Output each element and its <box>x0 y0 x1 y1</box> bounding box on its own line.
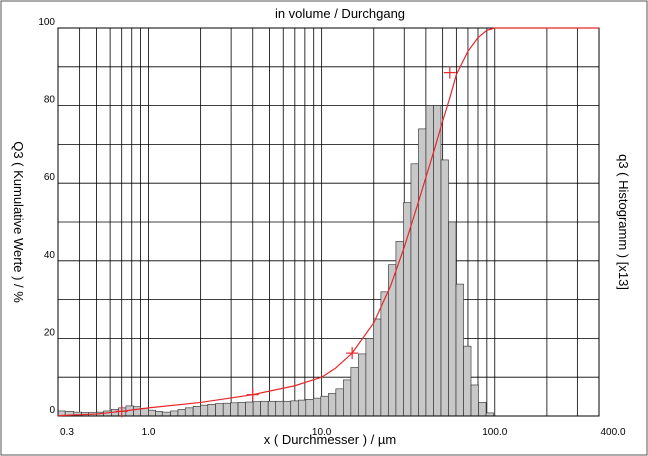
x-tick-label: 400.0 <box>600 427 625 438</box>
histogram-bar <box>230 402 239 417</box>
cumulative-curve <box>57 27 599 417</box>
histogram-bar <box>403 202 412 417</box>
chart-title: in volume / Durchgang <box>275 6 405 21</box>
histogram-bar <box>455 283 464 417</box>
curve-marker <box>246 388 259 401</box>
histogram-bar <box>245 401 254 417</box>
histogram-bar <box>313 397 322 417</box>
histogram-bar <box>177 409 186 417</box>
y2-axis-label: q3 ( Histogramm ) [x13] <box>616 154 631 290</box>
histogram-bar <box>380 291 389 417</box>
histogram-bar <box>275 400 284 417</box>
histogram-bar <box>358 353 367 417</box>
x-tick-label: 100.0 <box>482 427 507 438</box>
histogram-bar <box>215 403 224 417</box>
y-tick-labels: 0 20 40 60 80 100 <box>38 17 55 416</box>
cumulative-line <box>57 27 599 417</box>
histogram-bar <box>440 159 449 417</box>
histogram-bar <box>350 367 359 417</box>
histogram-bar <box>448 221 457 417</box>
histogram-bar <box>290 400 299 417</box>
histogram-bar <box>335 388 344 417</box>
grid <box>58 28 599 416</box>
histogram-bar <box>425 105 434 417</box>
histogram-bar <box>433 105 442 417</box>
histogram-bar <box>343 379 352 417</box>
histogram-bar <box>305 399 314 417</box>
y-tick-label: 80 <box>44 95 56 106</box>
y-tick-label: 100 <box>38 17 55 28</box>
curve-marker <box>115 405 128 418</box>
histogram-bar <box>365 338 374 417</box>
histogram-bar <box>140 407 149 417</box>
y-tick-label: 40 <box>44 250 56 261</box>
histogram-bar <box>200 404 209 417</box>
x-tick-labels: 0.3 1.0 10.0 100.0 400.0 <box>60 427 626 438</box>
histogram-bar <box>133 406 141 417</box>
histogram-bar <box>463 345 472 417</box>
curve-marker <box>346 347 359 360</box>
histogram-bar <box>297 399 307 417</box>
plot-frame <box>57 27 600 417</box>
histogram-bar <box>148 409 156 417</box>
histogram-bar <box>478 402 487 417</box>
x-tick-label: 1.0 <box>142 427 156 438</box>
x-tick-label: 10.0 <box>312 427 332 438</box>
y-tick-label: 60 <box>44 172 56 183</box>
histogram-bar <box>161 411 171 417</box>
x-tick-label: 0.3 <box>60 427 74 438</box>
histogram-bar <box>252 401 261 417</box>
histogram-bar <box>237 402 246 417</box>
histogram-bar <box>282 400 292 417</box>
histogram-bar <box>410 163 419 417</box>
x-axis-label: x ( Durchmesser ) / µm <box>264 432 396 447</box>
histogram-bar <box>328 393 337 417</box>
histogram-bar <box>320 395 329 417</box>
histogram-bar <box>267 400 277 417</box>
histogram-bar <box>192 405 201 417</box>
histogram-bar <box>170 410 179 417</box>
histogram-bar <box>207 404 216 417</box>
curve-marker <box>443 66 456 79</box>
histogram-bar <box>184 407 194 417</box>
histogram-bar <box>418 128 427 417</box>
histogram-bar <box>155 411 163 417</box>
y-axis-label: Q3 ( Kumulative Werte ) / % <box>11 141 26 303</box>
histogram-bar <box>470 384 479 417</box>
y-tick-label: 0 <box>49 405 55 416</box>
histogram-bar <box>373 318 382 417</box>
y-tick-label: 20 <box>44 327 56 338</box>
histogram-bar <box>260 400 269 417</box>
curve-markers <box>115 66 456 418</box>
histogram-bar <box>222 402 231 417</box>
